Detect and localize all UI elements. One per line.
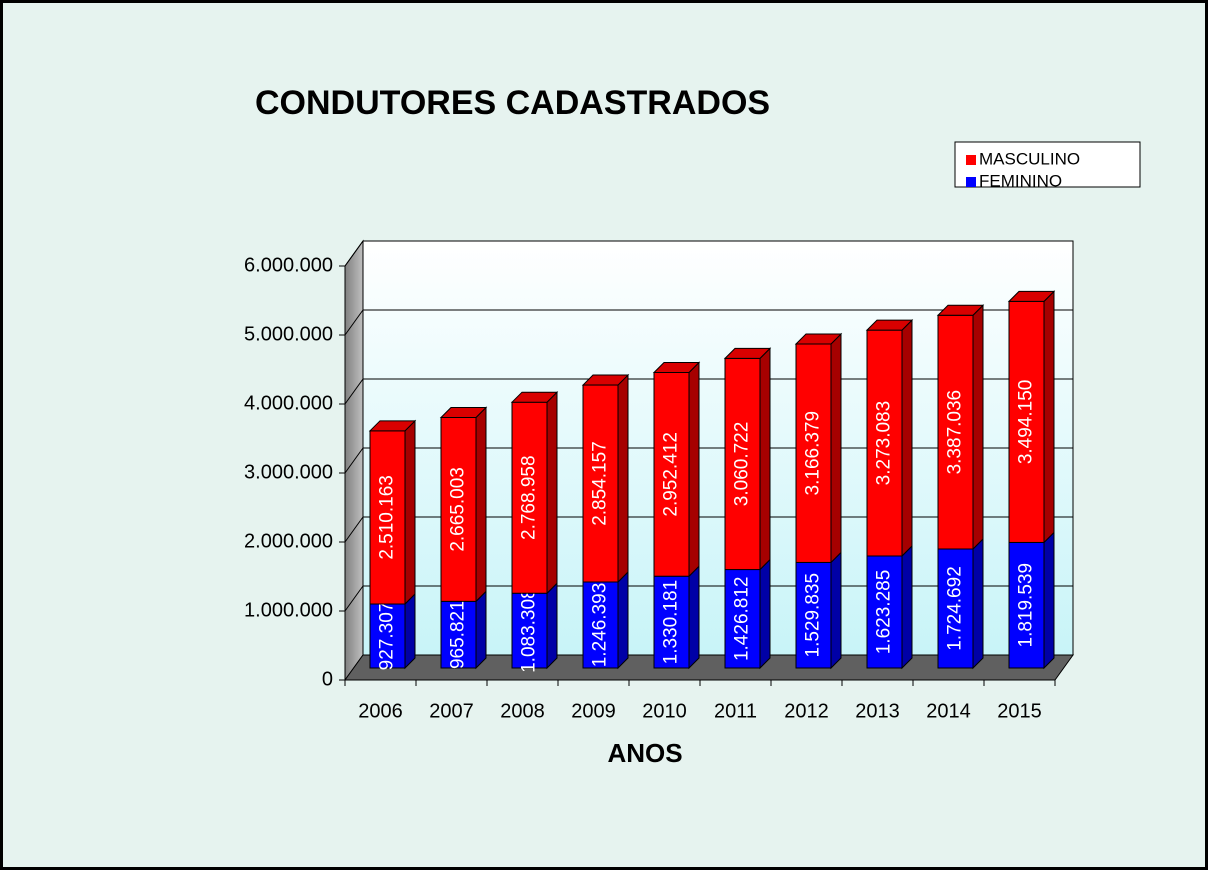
data-label: 1.623.285 xyxy=(874,570,895,655)
y-tick-label: 6.000.000 xyxy=(244,254,333,276)
bar-side xyxy=(972,537,984,670)
bar xyxy=(369,603,406,669)
bar-side xyxy=(404,419,416,606)
chart-title: CONDUTORES CADASTRADOS xyxy=(255,84,770,122)
x-tick-label: 2014 xyxy=(926,700,971,722)
legend-swatch xyxy=(966,155,976,165)
bar-side xyxy=(972,304,984,551)
y-tick-label: 2.000.000 xyxy=(244,530,333,552)
data-label: 1.246.393 xyxy=(590,583,611,668)
data-label: 2.952.412 xyxy=(661,432,682,517)
bar-side xyxy=(617,373,629,584)
data-label: 2.510.163 xyxy=(377,475,398,560)
bar-side xyxy=(475,590,487,670)
x-tick-label: 2008 xyxy=(500,700,545,722)
bar-side xyxy=(901,544,913,670)
bar-side xyxy=(688,361,700,578)
bar-top xyxy=(581,374,630,386)
x-tick-label: 2007 xyxy=(429,700,474,722)
grid-line xyxy=(344,309,1073,336)
data-label: 1.529.835 xyxy=(803,573,824,658)
bar-top xyxy=(368,420,417,432)
x-axis-title: ANOS xyxy=(607,738,682,768)
bar-top xyxy=(936,304,985,316)
bar-side xyxy=(830,332,842,564)
data-label: 1.819.539 xyxy=(1016,563,1037,648)
bar xyxy=(795,343,832,563)
bar xyxy=(1008,300,1045,543)
data-label: 2.768.958 xyxy=(519,455,540,540)
bar-side xyxy=(759,347,771,571)
bar xyxy=(937,314,974,550)
bar-side xyxy=(404,592,416,670)
data-label: 3.387.036 xyxy=(945,390,966,475)
y-tick-label: 4.000.000 xyxy=(244,392,333,414)
bar-side xyxy=(546,582,558,670)
bar xyxy=(582,384,619,583)
bar xyxy=(795,561,832,669)
x-tick-label: 2015 xyxy=(997,700,1042,722)
bar-top xyxy=(652,362,701,374)
bar-side xyxy=(759,558,771,670)
bar xyxy=(724,357,761,571)
bar-top xyxy=(794,333,843,345)
data-label: 965.821 xyxy=(448,600,469,669)
x-tick-label: 2012 xyxy=(784,700,829,722)
bar-top xyxy=(865,319,914,331)
data-label: 927.307 xyxy=(377,602,398,671)
bar-side xyxy=(617,570,629,670)
data-label: 2.854.157 xyxy=(590,441,611,526)
bar xyxy=(937,548,974,669)
bar-top xyxy=(1007,290,1056,302)
bar-side xyxy=(830,551,842,670)
data-label: 1.330.181 xyxy=(661,580,682,665)
bar xyxy=(653,372,690,577)
x-tick-label: 2010 xyxy=(642,700,687,722)
legend-label: FEMININO xyxy=(979,171,1062,190)
y-tick-label: 5.000.000 xyxy=(244,323,333,345)
bar xyxy=(440,600,477,669)
legend-label: MASCULINO xyxy=(979,149,1080,168)
x-tick-label: 2009 xyxy=(571,700,616,722)
data-label: 3.060.722 xyxy=(732,422,753,507)
bar-side xyxy=(475,406,487,603)
bar xyxy=(440,416,477,602)
legend xyxy=(954,141,1141,188)
bar-side xyxy=(1043,531,1055,670)
data-label: 2.665.003 xyxy=(448,467,469,552)
data-label: 1.724.692 xyxy=(945,566,966,651)
x-tick-label: 2006 xyxy=(358,700,403,722)
bar xyxy=(866,329,903,557)
x-tick-label: 2011 xyxy=(714,700,757,722)
y-tick-label: 0 xyxy=(322,668,333,690)
bar xyxy=(582,581,619,669)
bar-side xyxy=(1043,290,1055,544)
data-label: 1.083.308 xyxy=(519,588,540,673)
bar-top xyxy=(723,347,772,359)
x-tick-label: 2013 xyxy=(855,700,900,722)
bar xyxy=(511,401,548,594)
bar-side xyxy=(901,318,913,558)
bar-side xyxy=(546,390,558,595)
grid-line xyxy=(344,240,1073,267)
bar-side xyxy=(688,565,700,670)
y-tick-label: 3.000.000 xyxy=(244,461,333,483)
data-label: 1.426.812 xyxy=(732,577,753,662)
data-label: 3.273.083 xyxy=(874,401,895,486)
bar-top xyxy=(439,406,488,418)
legend-swatch xyxy=(966,177,976,187)
y-tick-label: 1.000.000 xyxy=(244,599,333,621)
bar xyxy=(511,592,548,669)
bar xyxy=(866,555,903,669)
bar xyxy=(369,430,406,605)
data-label: 3.166.379 xyxy=(803,411,824,496)
data-label: 3.494.150 xyxy=(1016,380,1037,465)
bar-top xyxy=(510,391,559,403)
